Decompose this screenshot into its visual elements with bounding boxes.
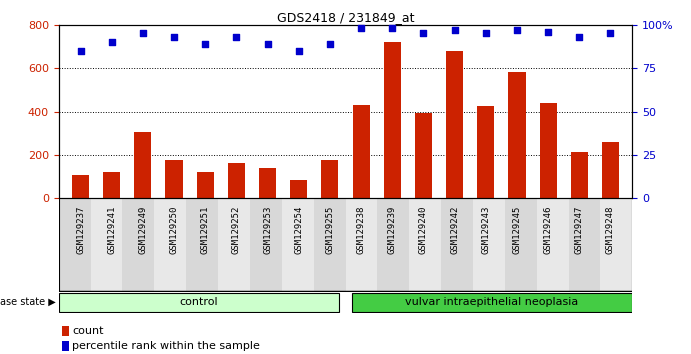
Text: GSM129239: GSM129239 [388, 206, 397, 254]
Bar [346, 198, 377, 292]
Bar [473, 198, 505, 292]
Bar [415, 113, 432, 198]
Point [605, 30, 616, 36]
Point [262, 41, 273, 47]
Text: GSM129252: GSM129252 [232, 206, 241, 254]
Text: control: control [180, 297, 218, 307]
Bar [61, 326, 69, 336]
Point [169, 34, 180, 40]
Point [418, 30, 429, 36]
Bar [197, 172, 214, 198]
Text: GSM129255: GSM129255 [325, 206, 334, 254]
Bar [154, 198, 186, 292]
Text: GSM129240: GSM129240 [419, 206, 428, 254]
Point [200, 41, 211, 47]
Bar [259, 168, 276, 198]
Bar [290, 181, 307, 198]
Point [324, 41, 335, 47]
Text: vulvar intraepithelial neoplasia: vulvar intraepithelial neoplasia [406, 297, 578, 307]
Bar [165, 160, 182, 198]
Bar [314, 198, 346, 292]
Bar [352, 105, 370, 198]
Point [356, 25, 367, 31]
Bar [569, 198, 600, 292]
Point [231, 34, 242, 40]
Bar [352, 293, 632, 312]
Text: GSM129243: GSM129243 [481, 206, 491, 254]
Bar [186, 198, 218, 292]
Point [106, 39, 117, 45]
Text: GSM129251: GSM129251 [200, 206, 210, 254]
Text: GSM129248: GSM129248 [606, 206, 615, 254]
Bar [446, 51, 463, 198]
Bar [250, 198, 282, 292]
Text: GSM129238: GSM129238 [357, 206, 366, 254]
Bar [540, 103, 557, 198]
Bar [477, 106, 494, 198]
Bar [59, 198, 91, 292]
Text: GSM129245: GSM129245 [513, 206, 522, 254]
Text: GSM129253: GSM129253 [263, 206, 272, 254]
Text: GSM129247: GSM129247 [575, 206, 584, 254]
Bar [61, 341, 69, 352]
Bar [72, 176, 89, 198]
Bar [571, 152, 588, 198]
Point [511, 27, 522, 33]
Point [138, 30, 149, 36]
Bar [228, 163, 245, 198]
Text: GSM129254: GSM129254 [294, 206, 303, 254]
Bar [537, 198, 569, 292]
Bar [409, 198, 441, 292]
Bar [509, 73, 526, 198]
Bar [59, 293, 339, 312]
Bar [441, 198, 473, 292]
Bar [122, 198, 154, 292]
Text: GSM129237: GSM129237 [76, 206, 85, 254]
Bar [321, 160, 339, 198]
Text: disease state ▶: disease state ▶ [0, 297, 56, 307]
Bar [134, 132, 151, 198]
Text: count: count [73, 326, 104, 336]
Text: GSM129250: GSM129250 [169, 206, 178, 254]
Point [480, 30, 491, 36]
Title: GDS2418 / 231849_at: GDS2418 / 231849_at [277, 11, 414, 24]
Bar [218, 198, 250, 292]
Point [574, 34, 585, 40]
Point [75, 48, 86, 53]
Bar [91, 198, 122, 292]
Text: GSM129241: GSM129241 [107, 206, 116, 254]
Text: GSM129246: GSM129246 [544, 206, 553, 254]
Bar [384, 42, 401, 198]
Bar [602, 142, 619, 198]
Text: GSM129242: GSM129242 [450, 206, 459, 254]
Point [293, 48, 304, 53]
Bar [600, 198, 632, 292]
Bar [282, 198, 314, 292]
Point [542, 29, 553, 35]
Bar [505, 198, 537, 292]
Text: GSM129249: GSM129249 [138, 206, 147, 254]
Text: percentile rank within the sample: percentile rank within the sample [73, 341, 261, 351]
Bar [377, 198, 409, 292]
Point [449, 27, 460, 33]
Bar [103, 172, 120, 198]
Point [387, 25, 398, 31]
